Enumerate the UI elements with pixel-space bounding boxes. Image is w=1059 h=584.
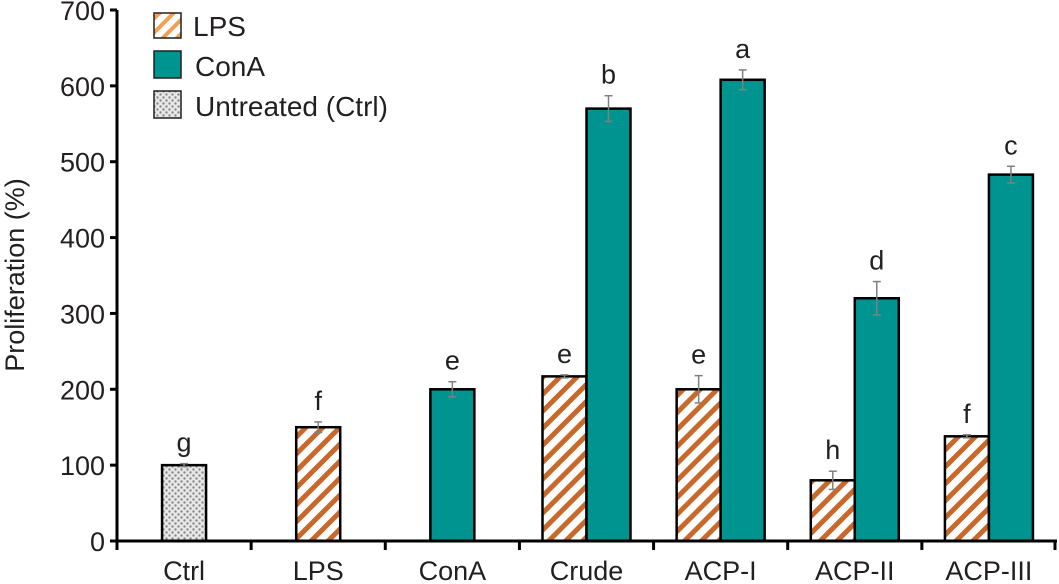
y-tick-label: 0 <box>90 527 105 557</box>
legend-item-untreated: Untreated (Ctrl) <box>153 90 388 122</box>
x-tick-label: ACP-III <box>945 556 1032 584</box>
y-tick-label: 200 <box>60 375 105 405</box>
bar-cona <box>853 297 901 543</box>
significance-label: e <box>445 346 460 376</box>
error-bars <box>180 69 1015 491</box>
bars <box>160 78 1035 543</box>
significance-label: c <box>1004 130 1018 160</box>
axes <box>110 8 1057 543</box>
significance-label: e <box>557 339 572 369</box>
x-tick-label: LPS <box>293 556 344 584</box>
y-axis-ticks: 0 100 200 300 400 500 600 700 <box>60 0 117 557</box>
bar-cona <box>585 107 632 543</box>
bar-lps <box>943 435 991 543</box>
y-axis-title: Proliferation (%) <box>0 178 30 372</box>
legend-swatch-untreated <box>153 90 182 119</box>
legend-swatch-lps <box>153 12 182 39</box>
legend-label-untreated: Untreated (Ctrl) <box>195 91 388 122</box>
significance-label: f <box>314 386 322 416</box>
y-tick-label: 100 <box>60 451 105 481</box>
significance-labels: g f e e b e a h d f c <box>177 34 1018 465</box>
significance-label: g <box>177 428 192 458</box>
bar-lps <box>541 375 588 543</box>
bar-cona <box>429 388 476 543</box>
legend-swatch-cona <box>153 50 182 79</box>
legend-item-lps: LPS <box>153 11 246 42</box>
y-tick-label: 300 <box>60 299 105 329</box>
y-tick-label: 400 <box>60 224 105 254</box>
bar-lps <box>809 479 857 543</box>
x-axis-ticks: Ctrl LPS ConA Crude ACP-I ACP-II ACP-III <box>115 541 1057 584</box>
significance-label: d <box>869 246 884 276</box>
bar-cona <box>719 78 766 543</box>
bar-lps <box>294 425 342 543</box>
legend-item-cona: ConA <box>153 50 265 82</box>
y-tick-label: 500 <box>60 148 105 178</box>
x-tick-label: ACP-I <box>685 556 757 584</box>
significance-label: h <box>825 435 840 465</box>
significance-label: e <box>691 340 706 370</box>
legend-label-lps: LPS <box>193 11 246 42</box>
bar-untreated <box>160 463 208 543</box>
y-tick-label: 700 <box>60 0 105 26</box>
x-tick-label: ConA <box>419 556 487 584</box>
y-tick-label: 600 <box>60 72 105 102</box>
x-tick-label: Ctrl <box>163 556 205 584</box>
significance-label: f <box>963 399 971 429</box>
legend-label-cona: ConA <box>195 51 265 82</box>
bar-lps <box>675 388 722 543</box>
significance-label: b <box>601 60 616 90</box>
x-tick-label: ACP-II <box>815 556 895 584</box>
x-tick-label: Crude <box>550 556 624 584</box>
legend: LPS ConA Untreated (Ctrl) <box>153 11 388 122</box>
significance-label: a <box>735 34 751 64</box>
bar-cona <box>987 173 1035 543</box>
